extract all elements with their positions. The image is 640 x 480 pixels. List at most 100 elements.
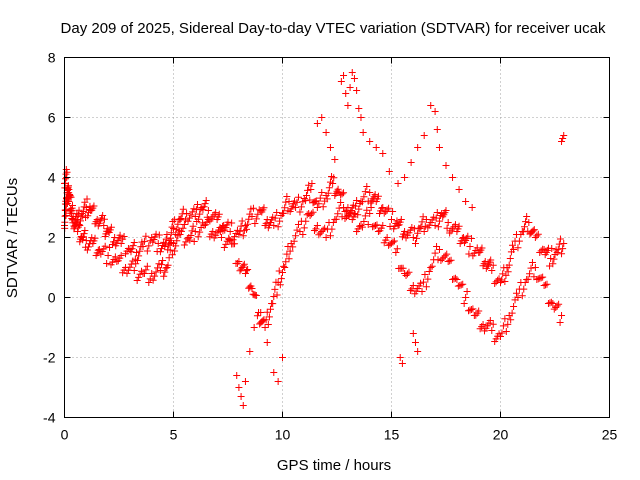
data-point: [309, 208, 317, 216]
data-point: [549, 260, 557, 268]
data-point: [140, 270, 148, 277]
data-point: [447, 256, 455, 264]
data-point: [398, 360, 406, 367]
data-point: [233, 372, 241, 379]
data-point: [357, 222, 365, 229]
data-point: [79, 233, 87, 241]
data-point: [187, 211, 195, 219]
data-point: [355, 205, 363, 213]
data-point: [276, 217, 284, 225]
data-point: [130, 239, 138, 246]
data-point: [363, 183, 371, 190]
data-point: [311, 198, 319, 205]
data-point: [440, 253, 448, 261]
data-point: [319, 203, 327, 211]
data-point: [401, 174, 409, 181]
data-point: [316, 194, 324, 202]
data-point: [280, 262, 288, 270]
data-point: [104, 252, 112, 259]
data-point: [277, 275, 285, 283]
data-point: [318, 114, 326, 121]
data-point: [358, 198, 366, 206]
data-point: [204, 216, 212, 223]
data-point: [396, 354, 404, 361]
data-point: [182, 238, 190, 246]
data-point: [120, 233, 128, 240]
data-point: [273, 209, 281, 216]
data-point: [502, 271, 510, 279]
data-point: [455, 186, 463, 193]
data-point: [414, 144, 422, 151]
data-point: [289, 243, 297, 251]
data-point: [93, 216, 101, 223]
data-point: [348, 69, 356, 76]
data-point: [374, 192, 382, 200]
y-tick-label: -2: [43, 350, 56, 366]
data-point: [283, 193, 291, 200]
data-point: [382, 208, 390, 215]
data-point: [145, 279, 153, 286]
data-point: [553, 302, 561, 310]
data-point: [248, 213, 256, 220]
data-point: [183, 210, 191, 217]
data-point: [380, 209, 388, 217]
data-point: [352, 202, 360, 210]
data-point: [300, 224, 308, 232]
data-point: [226, 228, 234, 235]
data-point: [337, 78, 345, 85]
data-point: [434, 256, 442, 264]
data-point: [142, 266, 150, 274]
data-point: [329, 180, 337, 187]
data-point: [156, 267, 164, 274]
data-point: [223, 237, 231, 245]
data-point: [497, 333, 504, 340]
data-point: [184, 217, 192, 225]
data-point: [451, 221, 459, 229]
data-point: [370, 222, 378, 230]
data-point: [501, 278, 509, 285]
data-point: [388, 216, 395, 223]
x-tick-label: 5: [170, 427, 178, 443]
data-point: [462, 294, 470, 301]
data-point: [378, 204, 386, 212]
data-point: [431, 249, 439, 257]
data-point: [237, 222, 245, 230]
data-point: [335, 204, 343, 212]
data-point: [302, 192, 310, 199]
data-point: [275, 267, 283, 275]
data-point: [421, 271, 429, 278]
data-point: [154, 240, 162, 247]
data-point: [285, 255, 293, 263]
data-point: [414, 229, 422, 237]
data-point: [313, 120, 321, 127]
data-point: [534, 230, 542, 238]
data-point: [416, 225, 424, 232]
data-point: [556, 319, 564, 326]
data-point: [262, 219, 270, 227]
data-point: [360, 218, 368, 225]
data-point: [143, 247, 151, 255]
data-point: [555, 300, 563, 308]
data-point: [411, 240, 419, 247]
data-point: [149, 276, 157, 284]
data-point: [489, 320, 497, 328]
data-point: [555, 240, 563, 248]
data-point: [438, 255, 446, 263]
data-point: [101, 242, 109, 250]
data-point: [537, 274, 545, 282]
data-point: [334, 210, 342, 218]
data-point: [83, 246, 91, 254]
data-point: [413, 234, 421, 242]
data-point: [389, 208, 397, 215]
data-point: [253, 312, 261, 320]
data-point: [510, 303, 518, 310]
data-point: [319, 226, 327, 234]
data-point: [315, 200, 323, 208]
data-point: [350, 75, 358, 82]
x-axis-title: GPS time / hours: [277, 457, 391, 474]
data-point: [313, 204, 321, 211]
data-point: [547, 298, 555, 306]
data-point: [437, 257, 445, 264]
data-point: [179, 205, 187, 213]
data-point: [510, 246, 518, 253]
